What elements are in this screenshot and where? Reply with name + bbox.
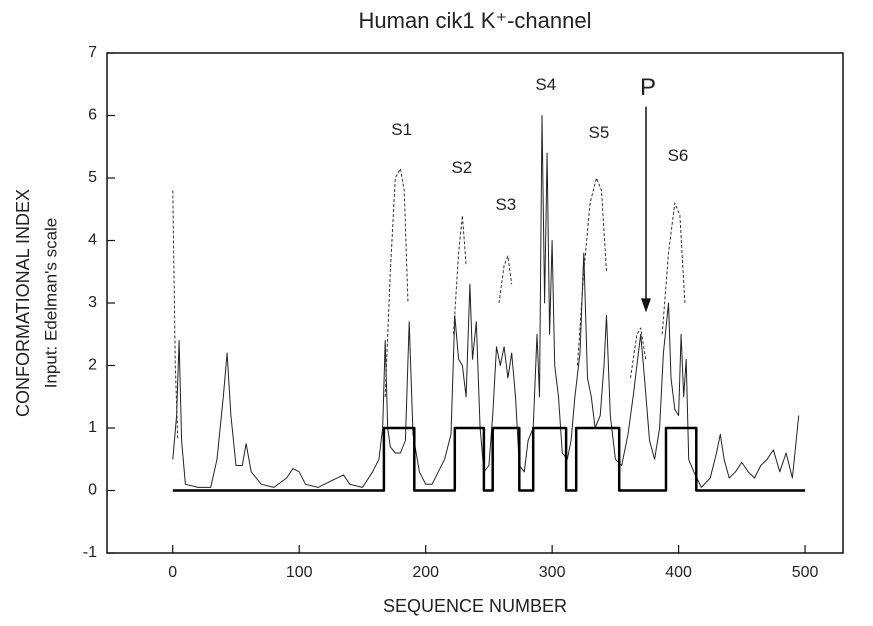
x-tick-label: 500 [792,564,819,581]
x-axis-label: SEQUENCE NUMBER [383,596,567,616]
x-tick-label: 400 [665,564,692,581]
x-tick-label: 100 [286,564,313,581]
plot-frame [106,52,844,554]
annotation: S2 [451,158,472,177]
x-tick-label: 0 [168,564,177,581]
y-tick-label: 2 [88,357,97,374]
data-line [172,168,686,441]
y-axis-label: Input: Edelman's scale [41,218,60,389]
annotation: S5 [589,123,610,142]
data-line [172,426,806,492]
annotation: S4 [535,75,556,94]
y-tick-label: 7 [88,44,97,61]
x-tick-label: 300 [539,564,566,581]
y-tick-label: 6 [88,107,97,124]
annotation: P [640,74,656,101]
y-tick-label: 3 [88,294,97,311]
y-tick-label: 5 [88,169,97,186]
y-axis-label: CONFORMATIONAL INDEX [13,189,33,417]
arrow-head [640,298,651,313]
annotation: S3 [495,195,516,214]
chart-title: Human cik1 K⁺-channel [359,8,592,33]
y-tick-label: 0 [88,482,97,499]
annotation: S1 [391,120,412,139]
data-line [172,115,800,488]
y-tick-label: 1 [88,419,97,436]
annotation: S6 [668,146,689,165]
y-tick-label: -1 [83,544,97,561]
y-tick-label: 4 [88,232,97,249]
x-tick-label: 200 [412,564,439,581]
